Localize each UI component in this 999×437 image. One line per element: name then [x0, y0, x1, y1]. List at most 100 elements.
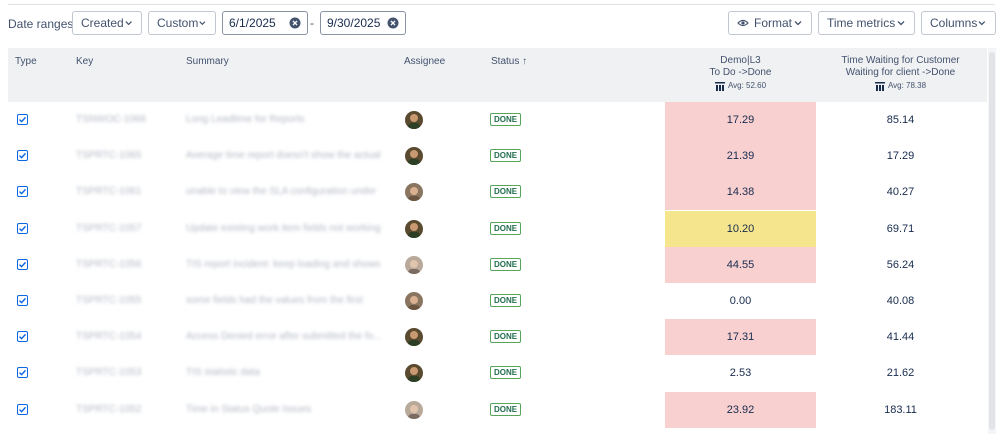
table-row[interactable]: TSPRTC-1054 Access Denied error after sub…: [8, 319, 987, 356]
toolbar: Date ranges: Created Custom 6/1/2025 - 9…: [0, 11, 999, 37]
table-row[interactable]: TSPRTC-1052 Time in Status Quote Issues DO…: [8, 391, 987, 428]
task-type-icon: [17, 186, 28, 198]
format-button[interactable]: Format: [728, 11, 812, 35]
assignee-avatar[interactable]: [405, 400, 423, 419]
status-badge: DONE: [490, 257, 522, 271]
assignee-avatar[interactable]: [405, 255, 423, 274]
assignee-avatar[interactable]: [405, 292, 423, 310]
issue-key[interactable]: TSPRTC-1056: [76, 258, 142, 270]
chevron-down-icon: [794, 21, 802, 26]
status-badge: DONE: [490, 185, 522, 199]
custom-dropdown[interactable]: Custom: [148, 11, 216, 35]
metric1-value: 10.20: [665, 210, 816, 247]
date-ranges-label: Date ranges:: [8, 17, 77, 31]
issue-key[interactable]: TSNWOC-1066: [76, 114, 147, 125]
date-from-field[interactable]: 6/1/2025: [222, 11, 308, 35]
bar-chart-icon: [714, 81, 725, 91]
issue-summary[interactable]: Access Denied error after submitted the …: [186, 331, 382, 343]
table-row[interactable]: TSPRTC-1065 Average time report doesn't s…: [8, 138, 987, 175]
assignee-avatar[interactable]: [405, 364, 423, 383]
format-label: Format: [754, 16, 793, 30]
column-header-assignee[interactable]: Assignee: [404, 56, 446, 67]
column-header-summary[interactable]: Summary: [186, 56, 229, 67]
table-row[interactable]: TSPRTC-1055 some fields had the values fr…: [8, 283, 987, 319]
metric2-title: Time Waiting for Customer: [841, 55, 960, 66]
issue-summary[interactable]: Time in Status Quote Issues: [186, 403, 312, 415]
issue-key[interactable]: TSPRTC-1057: [76, 222, 142, 234]
task-type-icon: [17, 150, 28, 162]
issue-summary[interactable]: unable to view the SLA configuration und…: [186, 186, 377, 198]
column-header-metric2[interactable]: Time Waiting for Customer Waiting for cl…: [818, 55, 983, 92]
metric2-value: 56.24: [886, 258, 915, 271]
chevron-down-icon: [125, 21, 132, 26]
status-badge: DONE: [490, 294, 522, 307]
issue-summary[interactable]: Average time report doesn't show the act…: [186, 150, 381, 162]
assignee-avatar[interactable]: [405, 328, 423, 347]
metric2-value: 69.71: [886, 222, 915, 235]
assignee-avatar[interactable]: [405, 147, 423, 166]
issue-key[interactable]: TSPRTC-1053: [76, 367, 142, 379]
column-header-key[interactable]: Key: [76, 56, 94, 67]
column-header-status[interactable]: Status ↑: [491, 56, 528, 67]
table-row[interactable]: TSNWOC-1066 Long Leadtime for Reports DONE…: [8, 102, 987, 138]
scrollbar-thumb[interactable]: [989, 52, 995, 430]
status-badge: DONE: [490, 366, 522, 380]
eye-icon: [737, 19, 749, 27]
metric2-value: 40.08: [886, 295, 915, 307]
issue-key[interactable]: TSPRTC-1054: [76, 331, 142, 343]
table-row[interactable]: TSPRTC-1056 TIS report incident: keep loa…: [8, 246, 987, 283]
metric2-value: 17.29: [886, 150, 915, 163]
created-dropdown[interactable]: Created: [72, 11, 142, 35]
chevron-down-icon: [199, 21, 206, 26]
issue-summary[interactable]: Update existing work item fields not wor…: [186, 222, 381, 234]
date-from-value: 6/1/2025: [229, 16, 276, 30]
top-divider: [8, 4, 995, 5]
task-type-icon: [17, 258, 28, 270]
status-badge: DONE: [490, 113, 522, 126]
table-row[interactable]: TSPRTC-1061 unable to view the SLA config…: [8, 174, 987, 211]
metric2-value: 40.27: [886, 186, 915, 199]
chevron-down-icon: [978, 21, 986, 26]
columns-dropdown[interactable]: Columns: [921, 11, 996, 35]
task-type-icon: [17, 114, 28, 125]
date-to-value: 9/30/2025: [327, 16, 381, 30]
status-badge: DONE: [490, 402, 522, 416]
assignee-avatar[interactable]: [405, 219, 423, 238]
metric2-average: Avg: 78.38: [887, 81, 927, 90]
column-header-type[interactable]: Type: [15, 56, 37, 67]
task-type-icon: [17, 222, 28, 234]
issue-key[interactable]: TSPRTC-1055: [76, 295, 142, 306]
clear-icon[interactable]: [289, 17, 301, 29]
metric1-value: 23.92: [665, 391, 816, 428]
metric1-title: Demo|L3: [720, 55, 761, 66]
created-label: Created: [81, 16, 124, 30]
metric1-transition: To Do ->Done: [709, 67, 772, 78]
time-metrics-dropdown[interactable]: Time metrics: [818, 11, 915, 35]
metric2-value: 183.11: [884, 403, 917, 416]
date-to-field[interactable]: 9/30/2025: [320, 11, 406, 35]
issue-key[interactable]: TSPRTC-1061: [76, 186, 142, 198]
metric1-value: 17.29: [665, 102, 816, 138]
metric2-value: 85.14: [886, 114, 915, 126]
assignee-avatar[interactable]: [405, 111, 423, 129]
issue-summary[interactable]: TIS report incident: keep loading and sh…: [186, 258, 381, 270]
issue-summary[interactable]: some fields had the values from the firs…: [186, 295, 363, 306]
metric2-value: 21.62: [886, 367, 915, 380]
clear-icon[interactable]: [387, 17, 399, 29]
issue-key[interactable]: TSPRTC-1052: [76, 403, 142, 415]
status-badge: DONE: [490, 330, 522, 344]
metric2-transition: Waiting for client ->Done: [845, 67, 956, 78]
time-metrics-label: Time metrics: [827, 16, 896, 30]
issue-summary[interactable]: Long Leadtime for Reports: [186, 114, 305, 125]
table-row[interactable]: TSPRTC-1057 Update existing work item fie…: [8, 210, 987, 247]
metric1-value: 17.31: [665, 319, 816, 356]
issue-summary[interactable]: TIS statistic data: [186, 367, 260, 379]
metric1-value: 2.53: [729, 367, 752, 380]
metric1-value: 44.55: [665, 246, 816, 283]
table-row[interactable]: TSPRTC-1053 TIS statistic data DONE 2.53 21.…: [8, 355, 987, 391]
bar-chart-icon: [874, 81, 885, 91]
issue-key[interactable]: TSPRTC-1065: [76, 150, 142, 162]
assignee-avatar[interactable]: [405, 183, 423, 202]
metric1-average: Avg: 52.60: [727, 81, 767, 90]
column-header-metric1[interactable]: Demo|L3 To Do ->Done Avg: 52.60: [665, 55, 816, 92]
